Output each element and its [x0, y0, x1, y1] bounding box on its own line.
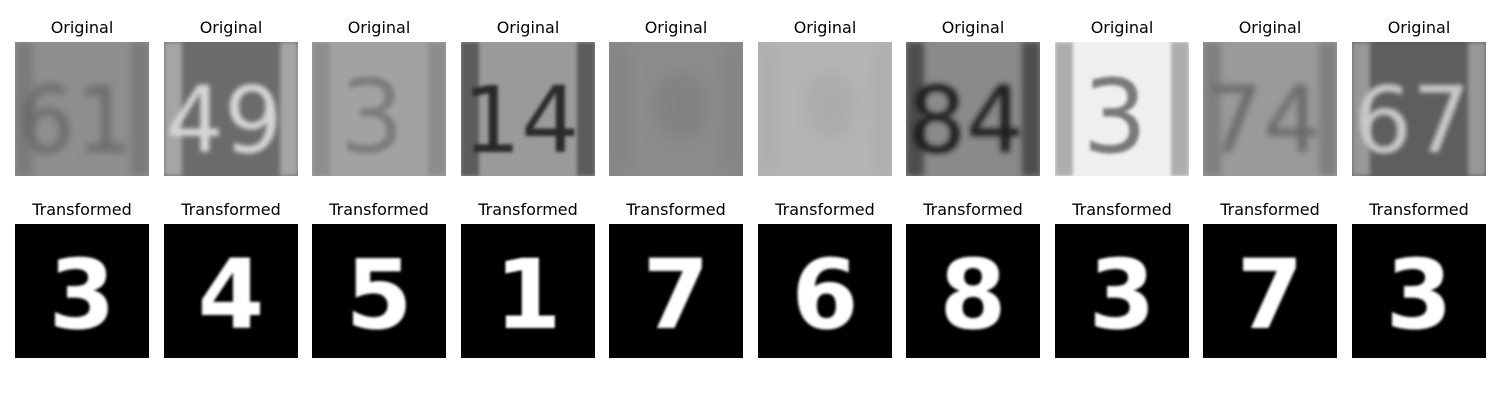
image-background — [164, 224, 298, 358]
image-background — [1352, 224, 1486, 358]
original-image — [609, 42, 743, 176]
transformed-image: 6 — [758, 224, 892, 358]
digit-mark: 49 — [165, 67, 282, 174]
transformed-image: 4 — [164, 224, 298, 358]
image-texture — [758, 42, 892, 176]
digit-mark: 84 — [907, 67, 1024, 174]
cell-title: Original — [347, 18, 411, 37]
cell-title: Transformed — [478, 200, 578, 219]
digit-mark: 5 — [346, 239, 413, 351]
cell-title: Original — [1238, 18, 1302, 37]
original-image: 84 — [906, 42, 1040, 176]
image-background — [1055, 42, 1189, 176]
digit-mark: 67 — [1353, 67, 1470, 174]
original-image: 3 — [1055, 42, 1189, 176]
digit-mark: 3 — [1083, 58, 1148, 176]
transformed-image: 3 — [15, 224, 149, 358]
cell-title: Original — [496, 18, 560, 37]
image-background — [312, 224, 446, 358]
image-texture — [461, 42, 595, 176]
image-background — [15, 42, 149, 176]
image-background — [15, 224, 149, 358]
transformed-image: 7 — [609, 224, 743, 358]
image-texture — [15, 42, 149, 176]
image-background — [609, 224, 743, 358]
cell-title: Transformed — [1220, 200, 1320, 219]
original-image: 67 — [1352, 42, 1486, 176]
cell-title: Original — [941, 18, 1005, 37]
cell-title: Transformed — [329, 200, 429, 219]
cell-title: Transformed — [1369, 200, 1469, 219]
image-background — [906, 224, 1040, 358]
image-background — [164, 42, 298, 176]
cell-title: Original — [199, 18, 263, 37]
cell-title: Transformed — [923, 200, 1023, 219]
cell-title: Transformed — [626, 200, 726, 219]
blurred-digit-mark — [655, 72, 707, 140]
transformed-image: 7 — [1203, 224, 1337, 358]
image-background — [461, 224, 595, 358]
transformed-image: 5 — [312, 224, 446, 358]
image-background — [758, 224, 892, 358]
original-image: 74 — [1203, 42, 1337, 176]
digit-mark: 74 — [1204, 67, 1321, 174]
transformed-image: 3 — [1352, 224, 1486, 358]
image-texture — [312, 42, 446, 176]
digit-mark: 7 — [643, 239, 710, 351]
digit-mark: 3 — [1386, 239, 1453, 351]
cell-title: Transformed — [32, 200, 132, 219]
transformed-image: 8 — [906, 224, 1040, 358]
image-texture — [906, 42, 1040, 176]
digit-mark: 61 — [16, 67, 133, 174]
digit-mark: 6 — [792, 239, 859, 351]
image-texture — [1203, 42, 1337, 176]
cell-title: Transformed — [775, 200, 875, 219]
cell-title: Original — [1387, 18, 1451, 37]
cell-title: Original — [50, 18, 114, 37]
image-texture — [164, 42, 298, 176]
image-background — [1352, 42, 1486, 176]
image-background — [312, 42, 446, 176]
original-image: 49 — [164, 42, 298, 176]
digit-mark: 3 — [49, 239, 116, 351]
digit-mark: 7 — [1237, 239, 1304, 351]
digit-mark: 1 — [495, 239, 562, 351]
transformed-image: 1 — [461, 224, 595, 358]
cell-title: Transformed — [1072, 200, 1172, 219]
digit-mark: 4 — [198, 239, 265, 351]
cell-title: Original — [1090, 18, 1154, 37]
original-image: 61 — [15, 42, 149, 176]
original-image — [758, 42, 892, 176]
cell-title: Original — [644, 18, 708, 37]
image-texture — [609, 42, 743, 176]
original-image: 3 — [312, 42, 446, 176]
digit-mark: 3 — [340, 58, 405, 176]
image-background — [461, 42, 595, 176]
image-background — [1055, 224, 1189, 358]
blurred-digit-mark — [804, 72, 856, 140]
digit-mark: 3 — [1089, 239, 1156, 351]
image-grid: Original 61 Original 49 Original 3 Origi… — [15, 0, 1486, 400]
cell-title: Transformed — [181, 200, 281, 219]
image-background — [1203, 42, 1337, 176]
image-texture — [1055, 42, 1189, 176]
cell-title: Original — [793, 18, 857, 37]
transformed-image: 3 — [1055, 224, 1189, 358]
image-texture — [1352, 42, 1486, 176]
image-background — [906, 42, 1040, 176]
image-background — [1203, 224, 1337, 358]
digit-mark: 14 — [462, 67, 579, 174]
digit-mark: 8 — [940, 239, 1007, 351]
original-image: 14 — [461, 42, 595, 176]
